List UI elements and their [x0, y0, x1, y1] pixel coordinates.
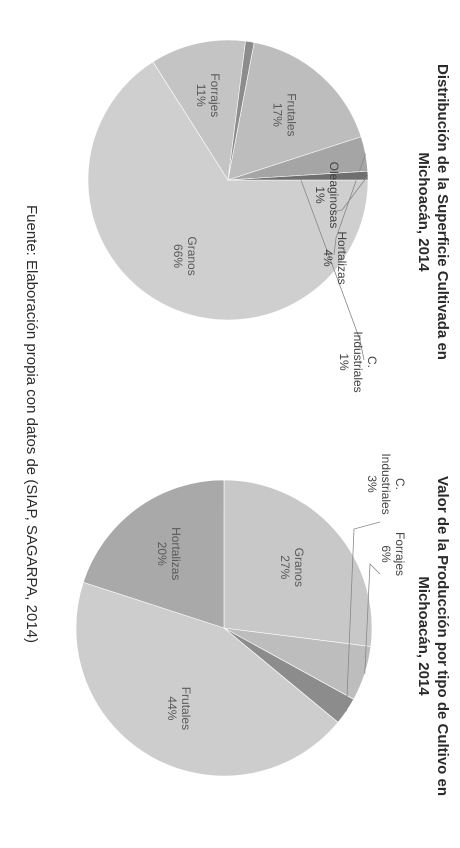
slice-label-oleaginosas: Oleaginosas1% — [313, 162, 341, 229]
slice-label-granos: Granos66% — [171, 236, 199, 275]
value-pie-chart: Granos27% Forrajes6% C.Industriales3% Fruta… — [75, 453, 407, 777]
pie-slice-granos — [87, 61, 369, 321]
value-chart-panel: Valor de la Producción por tipo de Culti… — [60, 424, 460, 848]
source-note: Fuente: Elaboración propia con datos de … — [23, 204, 40, 644]
surface-chart-panel: Distribución de la Superficie Cultivada … — [60, 0, 460, 424]
pie-slice-hortalizas — [82, 479, 225, 629]
leader-line-c-industriales — [346, 521, 381, 712]
slice-label-forrajes: Forrajes6% — [379, 532, 407, 576]
slice-label-hortalizas: Hortalizas20% — [155, 527, 183, 580]
slice-label-forrajes: Forrajes11% — [194, 73, 222, 117]
pie-slice-frutales — [227, 42, 362, 181]
leader-line-hortalizas — [333, 153, 366, 256]
slice-label-c-industriales: C.Industriales3% — [365, 453, 407, 514]
leader-line-forrajes — [364, 563, 381, 674]
slice-label-c-industriales: C.Industriales1% — [337, 331, 379, 392]
slice-label-granos: Granos27% — [278, 548, 306, 587]
slice-label-frutales: Frutales17% — [270, 93, 298, 136]
leader-line-oleaginosas — [331, 175, 369, 213]
slice-label-hortalizas: Hortalizas4% — [321, 231, 349, 284]
surface-pie-chart: Granos66% Forrajes11% C.Industriales1% Frut… — [87, 39, 379, 393]
pie-slice-frutales — [75, 581, 339, 777]
pie-slice-forrajes — [152, 39, 246, 181]
slice-label-frutales: Frutales44% — [165, 687, 193, 730]
pie-slice-granos — [223, 479, 373, 647]
